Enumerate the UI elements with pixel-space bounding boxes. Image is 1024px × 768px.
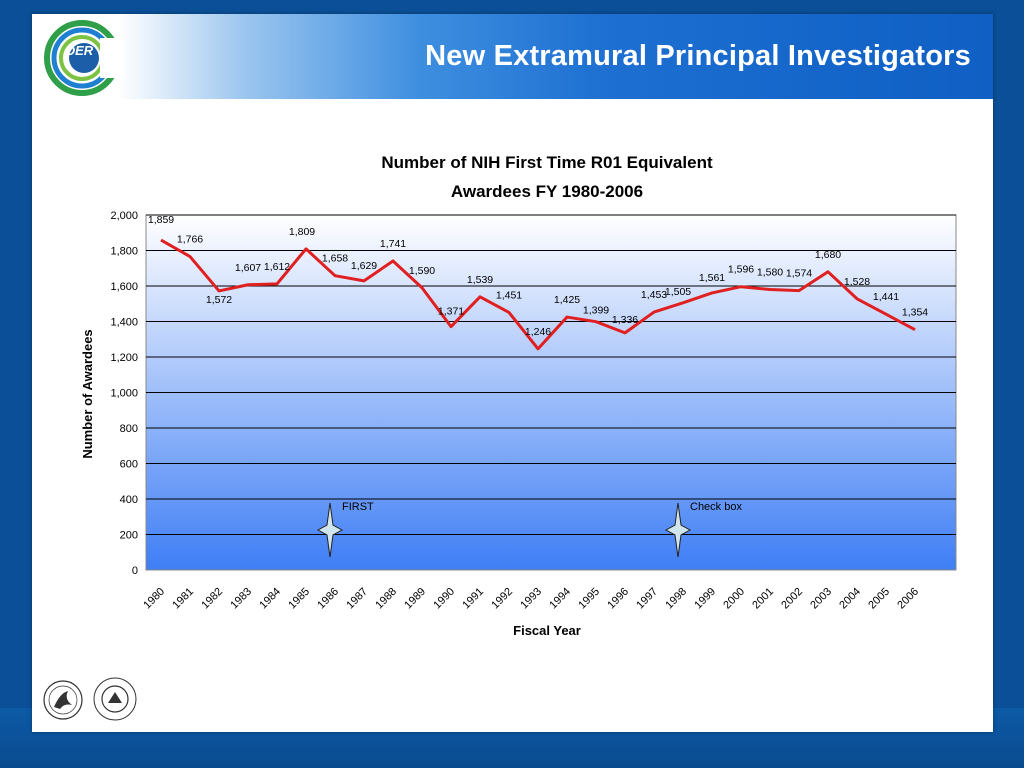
- y-tick-label: 2,000: [110, 210, 138, 222]
- y-tick-label: 1,600: [110, 281, 138, 293]
- x-tick-label: 1981: [170, 586, 196, 612]
- slide: OER New Extramural Principal Investigato…: [32, 14, 993, 732]
- y-tick-label: 1,400: [110, 317, 138, 329]
- data-label: 1,441: [873, 291, 899, 303]
- data-label: 1,528: [844, 276, 870, 288]
- slide-header: OER New Extramural Principal Investigato…: [32, 14, 993, 99]
- annotations: FIRST Check box: [316, 501, 742, 558]
- y-tick-label: 400: [120, 494, 138, 506]
- y-axis-label: Number of Awardees: [80, 329, 95, 458]
- data-label: 1,607: [235, 262, 261, 274]
- y-tick-label: 200: [120, 530, 138, 542]
- y-tick-label: 1,800: [110, 246, 138, 258]
- data-label: 1,354: [902, 307, 928, 319]
- x-tick-label: 1986: [315, 586, 341, 612]
- data-label: 1,590: [409, 265, 435, 277]
- x-tick-label: 1997: [634, 586, 660, 612]
- x-tick-label: 2003: [808, 586, 834, 612]
- x-tick-label: 1993: [518, 586, 544, 612]
- x-tick-label: 1991: [460, 586, 486, 612]
- data-label: 1,336: [612, 314, 638, 326]
- data-label: 1,451: [496, 289, 522, 301]
- x-tick-label: 1994: [547, 586, 573, 612]
- data-label: 1,246: [525, 326, 551, 338]
- data-label: 1,371: [438, 306, 464, 318]
- data-label: 1,596: [728, 264, 754, 276]
- gridlines: [146, 214, 956, 535]
- x-tick-label: 1982: [199, 586, 225, 612]
- nih-seal-icon: [93, 677, 137, 721]
- page-number: 14: [969, 708, 983, 722]
- y-tick-label: 1,000: [110, 388, 138, 400]
- x-tick-label: 1998: [663, 586, 689, 612]
- x-tick-label: 1980: [141, 586, 167, 612]
- y-tick-label: 600: [120, 459, 138, 471]
- data-label: 1,741: [380, 238, 406, 250]
- y-tick-label: 0: [132, 565, 138, 577]
- x-tick-label: 1983: [228, 586, 254, 612]
- star-marker-icon: [316, 502, 344, 558]
- data-label: 1,612: [264, 261, 290, 273]
- data-label: 1,574: [786, 268, 812, 280]
- line-chart: Number of NIH First Time R01 Equivalent …: [80, 153, 957, 638]
- data-label: 1,580: [757, 267, 783, 279]
- x-tick-label: 1989: [402, 586, 428, 612]
- x-tick-label: 2006: [895, 586, 921, 612]
- data-label: 1,658: [322, 253, 348, 265]
- annotation-label: FIRST: [342, 501, 374, 513]
- x-tick-label: 1988: [373, 586, 399, 612]
- data-label: 1,859: [148, 214, 174, 226]
- x-tick-label: 2004: [837, 586, 863, 612]
- data-label: 1,629: [351, 260, 377, 272]
- chart-title-line-1: Number of NIH First Time R01 Equivalent: [381, 153, 713, 172]
- oer-logo-icon: [44, 20, 124, 96]
- data-label: 1,561: [699, 272, 725, 284]
- data-label: 1,425: [554, 294, 580, 306]
- data-label: 1,572: [206, 294, 232, 306]
- x-tick-label: 1999: [692, 586, 718, 612]
- x-tick-label: 2001: [750, 586, 776, 612]
- data-label: 1,809: [289, 226, 315, 238]
- x-tick-label: 1996: [605, 586, 631, 612]
- data-label: 1,505: [665, 286, 691, 298]
- x-axis-label: Fiscal Year: [513, 623, 581, 638]
- x-tick-label: 2002: [779, 586, 805, 612]
- x-tick-label: 1995: [576, 586, 602, 612]
- slide-title: New Extramural Principal Investigators: [425, 40, 971, 72]
- y-tick-label: 1,200: [110, 352, 138, 364]
- x-tick-label: 1990: [431, 586, 457, 612]
- data-label: 1,399: [583, 305, 609, 317]
- logo-text: OER: [65, 43, 94, 58]
- y-tick-label: 800: [120, 423, 138, 435]
- series-line: [160, 238, 916, 351]
- data-label: 1,680: [815, 249, 841, 261]
- data-label: 1,766: [177, 234, 203, 246]
- star-marker-icon: [664, 502, 692, 558]
- hhs-seal-icon: [43, 680, 83, 720]
- chart-title-line-2: Awardees FY 1980-2006: [451, 182, 643, 201]
- x-axis-ticks: 1980 1981 1982 1983 1984 1985 1986 1987 1988 1989…: [141, 586, 921, 612]
- x-tick-label: 1984: [257, 586, 283, 612]
- x-tick-label: 2000: [721, 586, 747, 612]
- annotation-label: Check box: [690, 501, 742, 513]
- y-axis-ticks: 0 200 400 600 800 1,000 1,200 1,400 1,600 1,800 2,…: [110, 210, 138, 577]
- x-tick-label: 1992: [489, 586, 515, 612]
- x-tick-label: 1987: [344, 586, 370, 612]
- x-tick-label: 1985: [286, 586, 312, 612]
- data-label: 1,453: [641, 289, 667, 301]
- data-label: 1,539: [467, 274, 493, 286]
- x-tick-label: 2005: [866, 586, 892, 612]
